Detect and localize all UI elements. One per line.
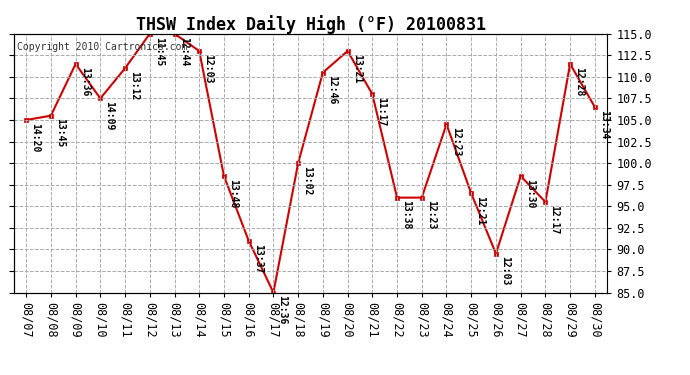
- Text: 13:48: 13:48: [228, 179, 238, 208]
- Text: 13:34: 13:34: [599, 110, 609, 139]
- Text: Copyright 2010 Cartronics.com: Copyright 2010 Cartronics.com: [17, 42, 187, 51]
- Text: 12:23: 12:23: [451, 127, 461, 156]
- Text: 13:12: 13:12: [129, 71, 139, 100]
- Text: 12:28: 12:28: [574, 67, 584, 96]
- Text: 12:36: 12:36: [277, 295, 288, 325]
- Text: 12:21: 12:21: [475, 196, 485, 225]
- Text: 13:02: 13:02: [302, 166, 313, 195]
- Text: 12:17: 12:17: [549, 205, 560, 234]
- Text: 12:23: 12:23: [426, 200, 436, 230]
- Text: 13:37: 13:37: [253, 243, 263, 273]
- Text: 13:21: 13:21: [352, 54, 362, 83]
- Text: 12:46: 12:46: [327, 75, 337, 105]
- Text: 12:44: 12:44: [179, 36, 188, 66]
- Text: 13:38: 13:38: [401, 200, 411, 230]
- Text: 11:17: 11:17: [377, 97, 386, 126]
- Text: 13:45: 13:45: [55, 118, 65, 148]
- Text: 13:36: 13:36: [80, 67, 90, 96]
- Text: 14:20: 14:20: [30, 123, 40, 152]
- Text: 14:09: 14:09: [104, 101, 115, 130]
- Text: 12:03: 12:03: [500, 256, 510, 286]
- Text: 11:45: 11:45: [154, 36, 164, 66]
- Text: 13:30: 13:30: [525, 179, 535, 208]
- Text: 12:03: 12:03: [204, 54, 213, 83]
- Title: THSW Index Daily High (°F) 20100831: THSW Index Daily High (°F) 20100831: [135, 15, 486, 34]
